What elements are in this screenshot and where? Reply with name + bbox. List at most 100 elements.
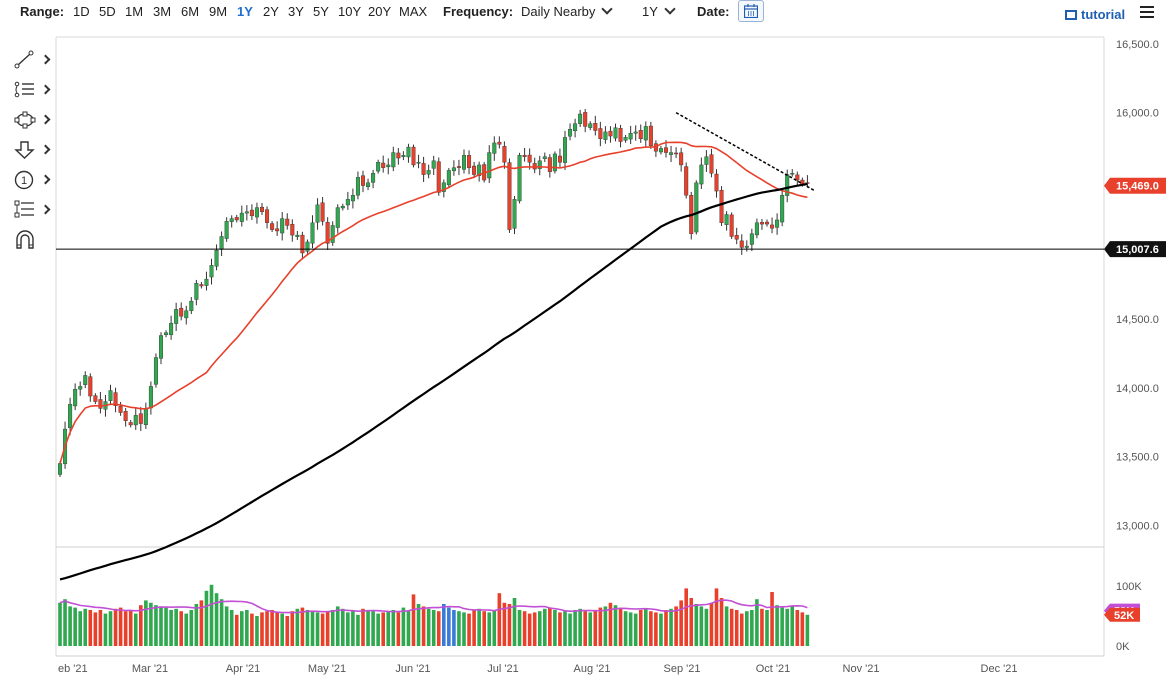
candle-body xyxy=(648,125,653,146)
candle-body xyxy=(739,240,744,248)
candle-body xyxy=(765,221,770,225)
candle-body xyxy=(467,155,472,168)
volume-bar xyxy=(669,608,673,646)
candle xyxy=(805,175,810,188)
frequency-select[interactable]: Daily Nearby xyxy=(521,3,614,19)
annotation-tool-button[interactable]: 1 xyxy=(10,168,54,192)
range-10y-button[interactable]: 10Y xyxy=(338,4,362,19)
candle-body xyxy=(497,141,502,145)
volume-bar xyxy=(457,611,461,646)
candle xyxy=(739,234,744,255)
line-tool-icon xyxy=(14,50,34,69)
candle xyxy=(638,124,643,143)
candle xyxy=(169,315,174,340)
volume-bar xyxy=(487,612,492,646)
candle-body xyxy=(542,156,547,159)
arrow-tool-button[interactable] xyxy=(10,138,54,162)
candle-body xyxy=(608,130,613,137)
measure-tool-button[interactable] xyxy=(10,198,54,222)
volume-bar xyxy=(219,599,224,646)
candle xyxy=(300,231,305,259)
volume-bar xyxy=(229,610,234,646)
range-max-button[interactable]: MAX xyxy=(399,4,428,19)
volume-bar xyxy=(315,612,320,646)
volume-bar xyxy=(770,592,774,646)
candle-body xyxy=(350,195,355,202)
range-9m-button[interactable]: 9M xyxy=(209,4,228,19)
range-3m-button[interactable]: 3M xyxy=(153,4,172,19)
range-1y-button[interactable]: 1Y xyxy=(237,4,253,19)
line-tool-button[interactable] xyxy=(10,48,54,72)
volume-bar xyxy=(351,611,355,646)
range-5y-button[interactable]: 5Y xyxy=(313,4,329,19)
candle xyxy=(396,148,401,165)
candle xyxy=(679,147,684,172)
candle-body xyxy=(694,182,699,233)
period-select[interactable]: 1Y xyxy=(642,3,676,19)
last-price-tag: 15,469.0 xyxy=(1104,177,1166,194)
range-2y-button[interactable]: 2Y xyxy=(263,4,279,19)
candle-body xyxy=(345,199,350,206)
volume-bar xyxy=(133,613,138,646)
candle-body xyxy=(502,146,507,163)
range-6m-button[interactable]: 6M xyxy=(181,4,200,19)
candle-body xyxy=(492,142,497,154)
candle xyxy=(573,118,578,138)
candle xyxy=(108,384,113,405)
candle-body xyxy=(174,309,179,324)
range-5d-button[interactable]: 5D xyxy=(99,4,116,19)
volume-current-tag: 52K xyxy=(1104,607,1140,622)
tutorial-link[interactable]: tutorial xyxy=(1065,7,1125,22)
candle xyxy=(254,202,259,224)
candle-body xyxy=(643,126,648,141)
x-tick-label: eb '21 xyxy=(58,663,88,675)
range-20y-button[interactable]: 20Y xyxy=(368,4,392,19)
candle xyxy=(633,125,638,141)
candle-body xyxy=(98,399,103,409)
y-tick-label: 14,000.0 xyxy=(1116,383,1159,395)
candle-body xyxy=(729,214,734,237)
candle xyxy=(153,353,158,388)
candle xyxy=(770,217,775,234)
range-1d-button[interactable]: 1D xyxy=(73,4,90,19)
candle xyxy=(456,159,461,176)
ma50-line xyxy=(59,141,808,464)
candle xyxy=(179,302,184,321)
ma200-line xyxy=(59,182,808,581)
range-1m-button[interactable]: 1M xyxy=(125,4,144,19)
range-3y-button[interactable]: 3Y xyxy=(288,4,304,19)
candle xyxy=(275,221,280,236)
volume-bar xyxy=(755,599,759,646)
shape-tool-icon xyxy=(14,111,36,129)
candle xyxy=(563,130,568,171)
chart-toolbar: Range: 1D 5D 1M 3M 6M 9M 1Y 2Y 3Y 5Y 10Y… xyxy=(0,0,1172,26)
last-price-tag-bg xyxy=(1104,177,1166,194)
candle xyxy=(295,230,300,241)
shape-tool-button[interactable] xyxy=(10,108,54,132)
volume-bar xyxy=(598,607,603,646)
candle-body xyxy=(522,155,527,157)
candle-body xyxy=(239,212,244,222)
candle xyxy=(719,186,724,227)
magnet-button[interactable] xyxy=(10,228,54,252)
candle-body xyxy=(754,222,759,236)
volume-bar xyxy=(285,616,290,646)
candle-body xyxy=(361,175,366,186)
volume-bar xyxy=(512,598,517,646)
candle-body xyxy=(396,152,401,159)
volume-bar xyxy=(118,607,123,646)
candle-body xyxy=(512,199,517,229)
x-tick-label: May '21 xyxy=(308,663,346,675)
candle xyxy=(790,169,795,177)
measure-tool-icon xyxy=(14,200,34,218)
fib-tool-button[interactable] xyxy=(10,78,54,102)
candle-body xyxy=(234,217,239,221)
y-tick-label: 14,500.0 xyxy=(1116,314,1159,326)
candle-body xyxy=(138,413,143,424)
candle-body xyxy=(118,405,123,413)
hamburger-menu-icon[interactable] xyxy=(1140,6,1154,18)
date-picker-button[interactable] xyxy=(738,0,764,22)
candle-body xyxy=(270,223,275,230)
candle xyxy=(709,148,714,178)
